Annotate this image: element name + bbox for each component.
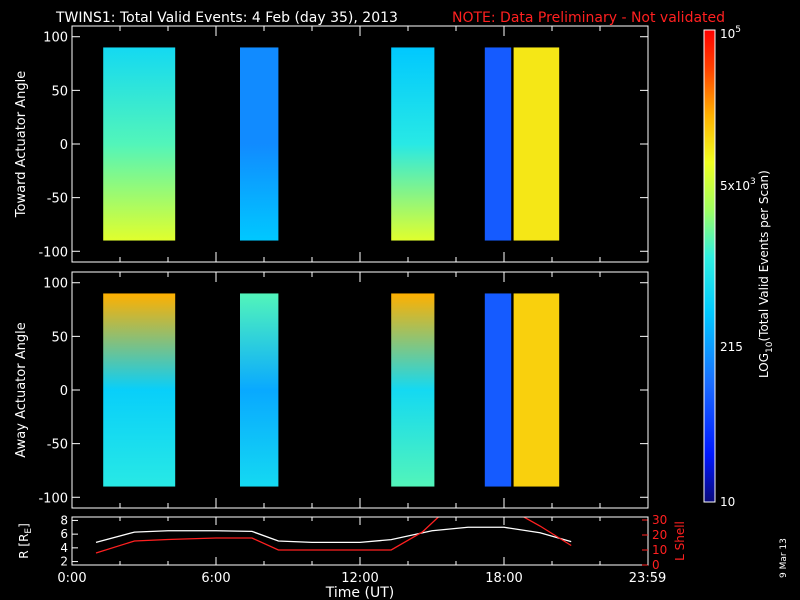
x-tick-label: 6:00 [201, 571, 230, 586]
data-segment [103, 47, 176, 241]
colorbar: 105 5x103 215 10 LOG10(Total Valid Event… [703, 25, 775, 509]
data-segment [513, 293, 560, 487]
lshell-axis-label: L Shell [673, 521, 687, 561]
data-segment [391, 47, 435, 241]
colorbar-tick-5e3: 5x103 [720, 177, 756, 193]
y-tick-label: 8 [60, 513, 68, 527]
y-tick-label: 100 [43, 277, 68, 292]
y-tick-label: 6 [60, 527, 68, 541]
y-tick-label: -50 [47, 192, 68, 207]
y-tick-label: -100 [38, 491, 68, 506]
data-segment [484, 47, 512, 241]
y-right-tick-label: 0 [652, 558, 660, 572]
colorbar-label: LOG10(Total Valid Events per Scan) [757, 170, 775, 378]
lshell-line [95, 517, 572, 554]
y-tick-label: 100 [43, 31, 68, 46]
y-right-tick-label: 10 [652, 543, 667, 557]
y-tick-label: 50 [51, 84, 68, 99]
preliminary-note: NOTE: Data Preliminary - Not validated [452, 10, 725, 26]
y-right-tick-label: 30 [652, 513, 667, 527]
colorbar-tick-1e5: 105 [720, 25, 741, 41]
y-tick-label: -100 [38, 245, 68, 260]
date-stamp: 9 Mar 13 [779, 538, 789, 578]
data-segment [391, 293, 435, 487]
away-angle-panel: 100 50 0 -50 -100 Away Actuator Angle [14, 271, 649, 509]
data-segment [240, 293, 279, 487]
chart-title: TWINS1: Total Valid Events: 4 Feb (day 3… [55, 10, 398, 26]
colorbar-scale [703, 29, 716, 503]
data-segment [513, 47, 560, 241]
y-axis-label: Away Actuator Angle [14, 322, 29, 457]
colorbar-tick-10: 10 [720, 495, 735, 509]
toward-angle-panel: 100 50 0 -50 -100 Toward Actuator Angle [14, 25, 649, 263]
x-tick-label: 23:59 [629, 571, 666, 586]
y-tick-label: -50 [47, 438, 68, 453]
data-segment [240, 47, 279, 241]
y-tick-label: 0 [60, 384, 68, 399]
data-segment [484, 293, 512, 487]
y-axis-label: Toward Actuator Angle [14, 71, 29, 218]
x-tick-label: 18:00 [485, 571, 522, 586]
colorbar-tick-215: 215 [720, 340, 743, 354]
y-tick-label: 0 [60, 138, 68, 153]
y-tick-label: 2 [60, 555, 68, 569]
x-axis-label: Time (UT) [325, 585, 394, 600]
y-tick-label: 50 [51, 330, 68, 345]
x-tick-label: 0:00 [57, 571, 86, 586]
radius-axis-label: R [RE] [17, 523, 34, 559]
x-tick-label: 12:00 [341, 571, 378, 586]
radius-line [95, 526, 572, 544]
y-tick-label: 4 [60, 541, 68, 555]
data-segment [103, 293, 176, 487]
y-right-tick-label: 20 [652, 528, 667, 542]
